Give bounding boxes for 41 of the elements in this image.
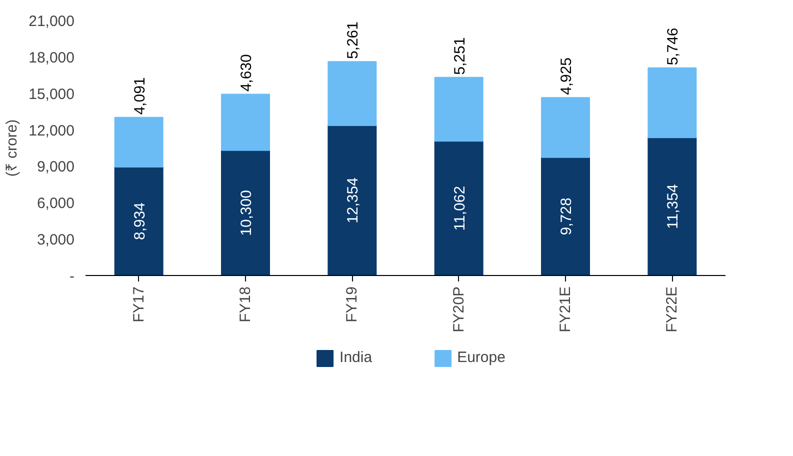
y-tick-label: 21,000 xyxy=(28,13,75,30)
data-label: 5,251 xyxy=(451,37,468,75)
bar xyxy=(328,124,377,276)
y-tick-label: 6,000 xyxy=(36,195,75,212)
x-tick-label: FY19 xyxy=(344,286,361,322)
bar xyxy=(328,61,377,126)
data-label: 5,746 xyxy=(664,28,682,66)
data-label: 9,728 xyxy=(558,198,575,236)
bar xyxy=(648,137,697,276)
data-label: 4,925 xyxy=(558,57,575,96)
legend-label: Europe xyxy=(457,349,506,366)
bar xyxy=(221,150,270,276)
data-label: 11,062 xyxy=(451,186,468,231)
x-tick-label: FY22E xyxy=(664,286,681,332)
data-label: 8,934 xyxy=(131,202,148,240)
data-label: 4,630 xyxy=(238,54,255,92)
bar xyxy=(434,76,484,142)
legend-label: India xyxy=(340,349,372,366)
y-tick-label: - xyxy=(70,268,75,285)
data-label: 5,261 xyxy=(344,22,362,60)
y-tick-label: 15,000 xyxy=(28,86,75,103)
y-tick-label: 12,000 xyxy=(28,122,75,140)
bar xyxy=(541,97,590,158)
x-tick-label: FY18 xyxy=(237,286,254,322)
bar xyxy=(114,116,164,168)
data-label: 12,354 xyxy=(344,178,362,224)
x-tick-label: FY17 xyxy=(130,286,148,322)
data-label: 10,300 xyxy=(238,190,255,236)
y-tick-label: 9,000 xyxy=(36,158,75,176)
y-axis-title: (₹ crore) xyxy=(4,119,21,177)
y-tick-label: 18,000 xyxy=(28,49,75,66)
bar xyxy=(648,67,697,138)
bar xyxy=(114,166,164,276)
data-label: 11,354 xyxy=(664,184,682,229)
bar xyxy=(434,140,484,276)
x-tick-label: FY20P xyxy=(450,286,468,332)
bar xyxy=(221,94,270,151)
bar xyxy=(541,156,590,276)
x-tick-label: FY21E xyxy=(557,286,574,332)
data-label: 4,091 xyxy=(131,77,148,115)
y-tick-label: 3,000 xyxy=(36,232,75,249)
